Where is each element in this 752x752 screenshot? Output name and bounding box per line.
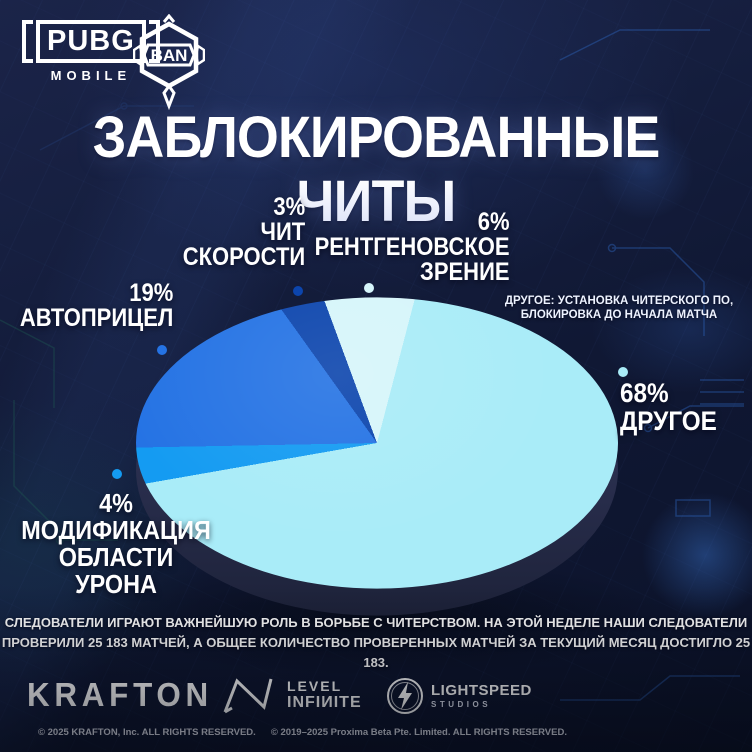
callout-autoaim-line1: АВТОПРИЦЕЛ	[19, 304, 173, 332]
lightspeed-line1: LIGHTSPEED	[431, 682, 532, 699]
lightspeed-line2: STUDIOS	[431, 700, 492, 709]
callout-other-pct: 68%	[620, 378, 669, 408]
svg-text:BAN: BAN	[151, 46, 188, 65]
callout-speed-pct: 3%	[273, 193, 305, 221]
callout-damage-line1: МОДИФИКАЦИЯ	[21, 515, 211, 545]
ban-badge-icon: BAN	[133, 14, 205, 110]
callout-autoaim: 19% АВТОПРИЦЕЛ	[20, 281, 173, 331]
callout-other-line1: ДРУГОЕ	[620, 406, 717, 436]
other-category-note: ДРУГОЕ: УСТАНОВКА ЧИТЕРСКОГО ПО, БЛОКИРО…	[490, 294, 748, 322]
investigators-summary: СЛЕДОВАТЕЛИ ИГРАЮТ ВАЖНЕЙШУЮ РОЛЬ В БОРЬ…	[0, 613, 752, 673]
callout-damage-line2: ОБЛАСТИ УРОНА	[58, 542, 174, 599]
summary-line2: ПРОВЕРИЛИ 25 183 МАТЧЕЙ, А ОБЩЕЕ КОЛИЧЕС…	[1, 635, 751, 670]
slice-dot-speed-cheat	[293, 286, 303, 296]
level-infinite-line1: LEVEL	[287, 678, 343, 694]
callout-xray-line2: ЗРЕНИЕ	[420, 258, 510, 286]
lightspeed-bolt-icon	[387, 678, 423, 714]
pubg-bracket-left-icon	[22, 20, 33, 63]
mobile-wordmark: MOBILE	[50, 68, 132, 83]
callout-speed-line1: ЧИТ	[260, 218, 305, 246]
summary-line1: СЛЕДОВАТЕЛИ ИГРАЮТ ВАЖНЕЙШУЮ РОЛЬ В БОРЬ…	[4, 615, 748, 630]
copyright-proxima: © 2019–2025 Proxima Beta Pte. Limited. A…	[270, 727, 567, 738]
callout-xray-pct: 6%	[478, 208, 510, 236]
note-line1: ДРУГОЕ: УСТАНОВКА ЧИТЕРСКОГО ПО,	[504, 295, 734, 307]
copyright-krafton: © 2025 KRAFTON, Inc. ALL RIGHTS RESERVED…	[38, 727, 256, 738]
callout-damage-pct: 4%	[99, 488, 133, 518]
krafton-logo: KRAFTON	[27, 676, 213, 713]
lightspeed-studios-logo: LIGHTSPEED STUDIOS	[385, 676, 532, 716]
callout-speed-line2: СКОРОСТИ	[182, 243, 305, 271]
callout-xray-line1: РЕНТГЕНОВСКОЕ	[315, 233, 510, 261]
callout-damage-mod: 4% МОДИФИКАЦИЯ ОБЛАСТИ УРОНА	[15, 490, 217, 598]
note-line2: БЛОКИРОВКА ДО НАЧАЛА МАТЧА	[520, 309, 718, 321]
callout-xray-vision: 6% РЕНТГЕНОВСКОЕ ЗРЕНИЕ	[315, 210, 510, 285]
slice-dot-other	[618, 367, 628, 377]
callout-other: 68% ДРУГОЕ	[620, 379, 717, 435]
slice-dot-autoaim	[157, 345, 167, 355]
level-infinite-logo: LEVEL INFIИITE	[222, 676, 362, 714]
level-infinite-line2: INFIИITE	[287, 694, 362, 711]
slice-dot-damage-mod	[112, 469, 122, 479]
level-infinite-icon	[223, 678, 273, 714]
copyright-line: © 2025 KRAFTON, Inc. ALL RIGHTS RESERVED…	[38, 727, 567, 738]
callout-autoaim-pct: 19%	[128, 279, 173, 307]
callout-speed-cheat: 3% ЧИТ СКОРОСТИ	[182, 195, 305, 270]
pubg-wordmark: PUBG	[36, 20, 146, 63]
